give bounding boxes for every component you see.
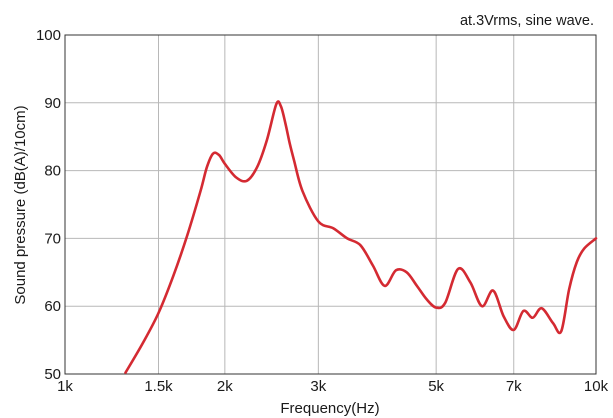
y-axis-label: Sound pressure (dB(A)/10cm) [12,105,29,304]
x-tick-label: 5k [428,378,444,395]
plot-frame [64,34,597,375]
y-tick-label: 70 [44,230,61,247]
y-tick-label: 80 [44,163,61,180]
x-tick-label: 10k [584,378,609,395]
grid-lines [64,34,597,375]
y-axis-ticks: 50 60 70 80 90 100 [36,27,61,383]
response-curve [124,100,598,374]
y-tick-label: 100 [36,27,61,44]
y-tick-label: 60 [44,298,61,315]
x-tick-label: 2k [217,378,233,395]
y-tick-label: 50 [44,366,61,383]
x-tick-label: 1k [57,378,73,395]
y-tick-label: 90 [44,95,61,112]
x-axis-label: Frequency(Hz) [280,400,379,417]
chart-annotation: at.3Vrms, sine wave. [460,13,594,29]
x-tick-label: 3k [310,378,326,395]
x-axis-ticks: 1k 1.5k 2k 3k 5k 7k 10k [57,378,609,395]
x-tick-label: 7k [506,378,522,395]
series-layer [124,100,598,374]
x-tick-label: 1.5k [144,378,173,395]
